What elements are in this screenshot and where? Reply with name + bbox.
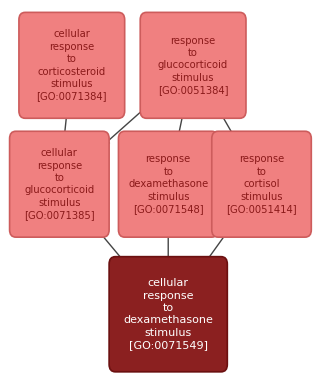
- FancyBboxPatch shape: [212, 131, 311, 237]
- Text: cellular
response
to
dexamethasone
stimulus
[GO:0071549]: cellular response to dexamethasone stimu…: [123, 278, 213, 350]
- FancyBboxPatch shape: [109, 257, 227, 372]
- FancyBboxPatch shape: [119, 131, 218, 237]
- Text: cellular
response
to
corticosteroid
stimulus
[GO:0071384]: cellular response to corticosteroid stim…: [37, 29, 107, 101]
- Text: response
to
glucocorticoid
stimulus
[GO:0051384]: response to glucocorticoid stimulus [GO:…: [158, 36, 228, 95]
- Text: response
to
cortisol
stimulus
[GO:0051414]: response to cortisol stimulus [GO:005141…: [226, 154, 297, 214]
- Text: cellular
response
to
glucocorticoid
stimulus
[GO:0071385]: cellular response to glucocorticoid stim…: [24, 148, 95, 220]
- FancyBboxPatch shape: [140, 12, 246, 118]
- FancyBboxPatch shape: [10, 131, 109, 237]
- FancyBboxPatch shape: [19, 12, 125, 118]
- Text: response
to
dexamethasone
stimulus
[GO:0071548]: response to dexamethasone stimulus [GO:0…: [128, 154, 208, 214]
